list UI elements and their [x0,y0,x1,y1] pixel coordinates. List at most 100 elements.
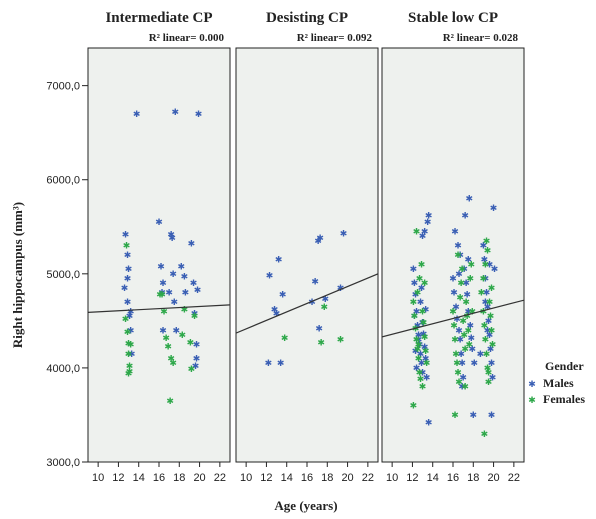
x-tick-label: 14 [427,472,439,484]
data-point-males: ✱ [457,350,465,360]
data-point-males: ✱ [456,251,464,261]
data-point-females: ✱ [459,317,467,327]
data-point-males: ✱ [468,345,476,355]
r2-label: R² linear= 0.092 [297,32,373,44]
data-point-males: ✱ [422,355,430,365]
data-point-females: ✱ [412,324,420,334]
y-tick-label: 5000,0 [46,269,80,281]
panel-plot-area [381,47,525,463]
data-point-females: ✱ [468,307,476,317]
data-point-males: ✱ [420,330,428,340]
data-point-males: ✱ [275,256,283,266]
data-point-females: ✱ [480,307,488,317]
data-point-males: ✱ [482,298,490,308]
data-point-males: ✱ [487,345,495,355]
data-point-males: ✱ [471,359,479,369]
data-point-males: ✱ [415,331,423,341]
data-point-males: ✱ [182,289,190,299]
data-point-males: ✱ [410,265,418,275]
data-point-males: ✱ [122,230,130,240]
data-point-males: ✱ [124,275,132,285]
data-point-females: ✱ [166,397,174,407]
x-tick-label: 22 [214,472,226,484]
x-tick-label: 12 [260,472,272,484]
data-point-males: ✱ [481,256,489,266]
data-point-females: ✱ [461,383,469,393]
y-tick-label: 6000,0 [46,175,80,187]
data-point-females: ✱ [191,312,199,322]
data-point-females: ✱ [458,265,466,275]
legend-label-females: Females [543,392,585,406]
data-point-females: ✱ [127,340,135,350]
data-point-females: ✱ [422,347,430,357]
panel-title: Stable low CP [408,10,498,26]
data-point-males: ✱ [465,195,473,205]
fit-line [236,273,378,334]
x-axis-title: Age (years) [274,498,337,513]
data-point-females: ✱ [418,260,426,270]
x-tick-label: 16 [301,472,313,484]
data-point-males: ✱ [159,279,167,289]
data-point-males: ✱ [165,289,173,299]
data-point-females: ✱ [482,336,490,346]
x-axis-panel-1: 10 12 14 16 18 20 22 [92,462,226,484]
x-tick-label: 22 [362,472,374,484]
data-point-males: ✱ [414,322,422,332]
legend-label-males: Males [543,376,574,390]
data-point-females: ✱ [415,340,423,350]
data-point-males: ✱ [464,256,472,266]
data-point-males: ✱ [340,229,348,239]
data-point-males: ✱ [423,373,431,383]
y-tick-label: 4000,0 [46,363,80,375]
data-point-females: ✱ [486,298,494,308]
data-point-females: ✱ [167,355,175,365]
x-tick-label: 10 [240,472,252,484]
panel-title: Intermediate CP [105,10,212,26]
data-point-females: ✱ [124,328,132,338]
data-point-males: ✱ [485,317,493,327]
data-point-females: ✱ [123,242,131,252]
data-point-males: ✱ [456,336,464,346]
fit-line [382,299,524,338]
data-point-males: ✱ [126,312,134,322]
data-point-males: ✱ [425,211,433,221]
data-point-females: ✱ [480,275,488,285]
x-tick-label: 18 [173,472,185,484]
data-point-males: ✱ [273,309,281,319]
data-point-males: ✱ [419,369,427,379]
data-point-males: ✱ [421,343,429,353]
data-point-males: ✱ [418,359,426,369]
data-point-males: ✱ [194,286,202,296]
data-point-females: ✱ [179,331,187,341]
data-point-males: ✱ [308,298,316,308]
data-point-males: ✱ [416,340,424,350]
data-point-males: ✱ [453,315,461,325]
data-point-males: ✱ [462,279,470,289]
data-point-females: ✱ [420,319,428,329]
data-point-males: ✱ [477,350,485,360]
data-point-males: ✱ [314,237,322,247]
panel-title: Desisting CP [266,10,348,26]
legend: Gender ✱ Males ✱ Females [528,359,585,406]
data-point-males: ✱ [422,306,430,316]
data-point-males: ✱ [419,232,427,242]
x-axes: 10 12 14 16 18 20 22 10 12 14 16 18 20 22 10 12 14 16 18 20… [92,462,520,484]
data-point-females: ✱ [457,279,465,289]
data-point-females: ✱ [484,364,492,374]
r2-label: R² linear= 0.028 [443,32,519,44]
data-point-males: ✱ [321,295,329,305]
data-point-males: ✱ [490,204,498,214]
data-point-males: ✱ [461,211,469,221]
data-point-males: ✱ [455,270,463,280]
data-point-females: ✱ [156,291,164,301]
data-point-females: ✱ [460,331,468,341]
data-point-males: ✱ [459,373,467,383]
data-point-males: ✱ [488,411,496,421]
data-point-males: ✱ [265,359,273,369]
data-point-males: ✱ [489,373,497,383]
data-point-males: ✱ [266,272,274,282]
data-point-females: ✱ [478,289,486,299]
data-point-males: ✱ [124,251,132,261]
